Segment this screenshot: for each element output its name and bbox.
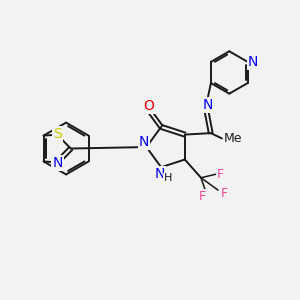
Text: F: F: [217, 168, 224, 181]
Text: S: S: [53, 127, 62, 141]
Text: F: F: [221, 187, 228, 200]
Text: F: F: [199, 190, 206, 203]
Text: Me: Me: [224, 132, 242, 145]
Text: N: N: [154, 167, 165, 181]
Text: N: N: [248, 55, 258, 69]
Text: O: O: [143, 99, 154, 113]
Text: N: N: [139, 135, 149, 149]
Text: N: N: [202, 98, 213, 112]
Text: H: H: [164, 173, 172, 183]
Text: N: N: [52, 156, 63, 170]
